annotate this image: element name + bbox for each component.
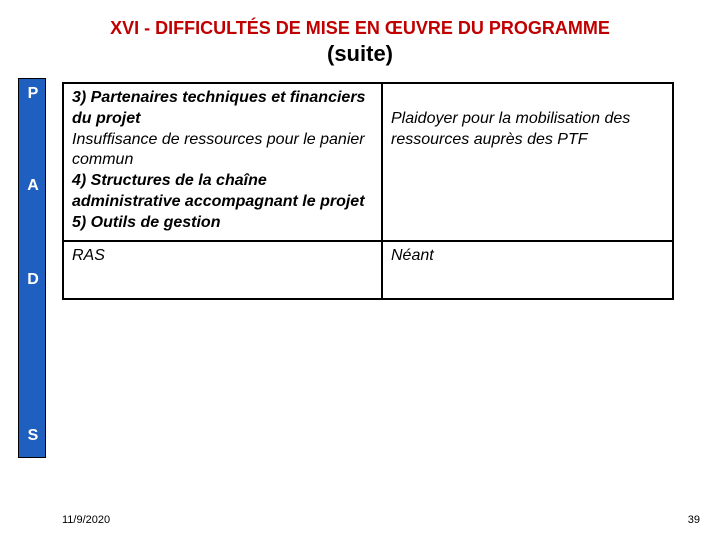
sidebar-pads: P A D S bbox=[18, 78, 46, 458]
sidebar-letter-p: P bbox=[19, 85, 47, 103]
difficulties-table: 3) Partenaires techniques et financiers … bbox=[62, 82, 674, 300]
seg: 4) Structures de la chaîne administrativ… bbox=[72, 172, 365, 210]
cell-difficulties-1: 3) Partenaires techniques et financiers … bbox=[63, 83, 382, 241]
slide-title-line1: XVI - DIFFICULTÉS DE MISE EN ŒUVRE DU PR… bbox=[0, 0, 720, 39]
seg: Plaidoyer pour la mobilisation des resso… bbox=[391, 110, 630, 148]
footer-page-number: 39 bbox=[688, 514, 700, 526]
sidebar-letter-d: D bbox=[19, 271, 47, 289]
table-row: 3) Partenaires techniques et financiers … bbox=[63, 83, 673, 241]
sidebar-letter-s: S bbox=[19, 427, 47, 445]
table-row: RAS Néant bbox=[63, 241, 673, 299]
slide-title-line2: (suite) bbox=[0, 39, 720, 67]
seg: Insuffisance de ressources pour le panie… bbox=[72, 131, 365, 169]
seg: 5) Outils de gestion bbox=[72, 214, 220, 231]
seg: 3) Partenaires techniques et financiers … bbox=[72, 89, 365, 127]
cell-response-2: Néant bbox=[382, 241, 673, 299]
cell-difficulties-2: RAS bbox=[63, 241, 382, 299]
slide: XVI - DIFFICULTÉS DE MISE EN ŒUVRE DU PR… bbox=[0, 0, 720, 540]
cell-response-1: Plaidoyer pour la mobilisation des resso… bbox=[382, 83, 673, 241]
seg: Néant bbox=[391, 247, 434, 264]
seg: RAS bbox=[72, 247, 105, 264]
sidebar-letter-a: A bbox=[19, 177, 47, 195]
footer-date: 11/9/2020 bbox=[62, 514, 110, 526]
